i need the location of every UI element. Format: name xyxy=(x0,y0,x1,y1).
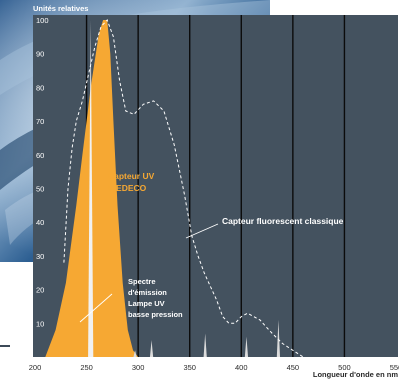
emission-peak-297 xyxy=(133,350,137,357)
y-axis-title: Unités relatives xyxy=(33,4,88,13)
x-axis-ticks: 200 250 300 350 400 450 500 550 xyxy=(29,363,399,372)
x-tick-300: 300 xyxy=(132,363,145,372)
y-tick-70: 70 xyxy=(36,117,44,126)
emission-peak-254 xyxy=(88,20,94,357)
fluorescent-leader-line xyxy=(185,223,219,239)
y-tick-10: 10 xyxy=(36,319,44,328)
x-tick-350: 350 xyxy=(183,363,196,372)
y-tick-80: 80 xyxy=(36,83,44,92)
y-tick-40: 40 xyxy=(36,218,44,227)
fluorescent-sensor-label: Capteur fluorescent classique xyxy=(222,216,344,226)
y-tick-60: 60 xyxy=(36,151,44,160)
x-tick-500: 500 xyxy=(338,363,351,372)
emission-peak-365 xyxy=(203,333,207,357)
x-tick-200: 200 xyxy=(29,363,42,372)
uv-sensor-label: Capteur UV WEDECO xyxy=(108,171,157,193)
fluorescent-sensor-line xyxy=(63,19,304,358)
emission-peak-405 xyxy=(244,336,249,357)
x-tick-250: 250 xyxy=(80,363,93,372)
x-axis-title: Longueur d'onde en nm xyxy=(313,370,398,379)
emission-peak-313 xyxy=(149,340,154,357)
y-tick-30: 30 xyxy=(36,252,44,261)
y-axis-ticks: 10 20 30 40 50 60 70 80 90 100 xyxy=(36,16,49,328)
y-tick-100: 100 xyxy=(36,16,49,25)
emission-peak-436 xyxy=(276,319,281,357)
y-tick-50: 50 xyxy=(36,185,44,194)
x-tick-550: 550 xyxy=(390,363,399,372)
y-tick-90: 90 xyxy=(36,50,44,59)
fluorescent-sensor-series xyxy=(63,19,304,358)
edge-mark xyxy=(0,345,10,347)
emission-leader-line xyxy=(79,293,113,323)
lamp-emission-series xyxy=(88,20,281,357)
y-tick-20: 20 xyxy=(36,286,44,295)
x-tick-450: 450 xyxy=(287,363,300,372)
emission-spectrum-label: Spectre d'émission Lampe UV basse pressi… xyxy=(128,277,183,319)
x-tick-400: 400 xyxy=(235,363,248,372)
